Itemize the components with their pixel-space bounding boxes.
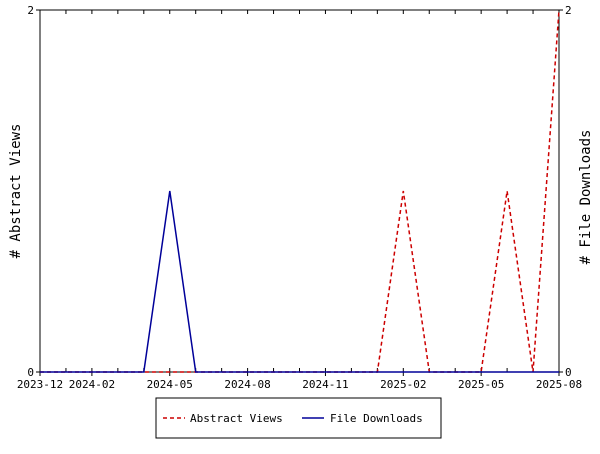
- y2-tick-label: 2: [565, 4, 572, 17]
- x-tick-label: 2024-08: [224, 378, 270, 391]
- x-tick-label: 2024-02: [69, 378, 115, 391]
- series-line-file-downloads: [40, 190, 559, 373]
- y-tick-label: 2: [27, 4, 34, 17]
- legend-label-abstract-views: Abstract Views: [190, 412, 283, 425]
- y-axis-title: # Abstract Views: [8, 124, 24, 259]
- legend-label-file-downloads: File Downloads: [330, 412, 423, 425]
- plot-area: [39, 9, 560, 373]
- x-tick-label: 2024-05: [147, 378, 193, 391]
- x-tick-label: 2025-02: [380, 378, 426, 391]
- x-tick-label: 2025-05: [458, 378, 504, 391]
- y-tick-label: 0: [27, 366, 34, 379]
- legend: Abstract Views File Downloads: [155, 397, 442, 439]
- x-tick-label: 2025-08: [536, 378, 582, 391]
- x-tick-label: 2023-12: [17, 378, 63, 391]
- legend-box: [155, 397, 442, 439]
- x-tick-label: 2024-11: [302, 378, 348, 391]
- y2-axis-title: # File Downloads: [578, 130, 594, 265]
- y2-tick-label: 0: [565, 366, 572, 379]
